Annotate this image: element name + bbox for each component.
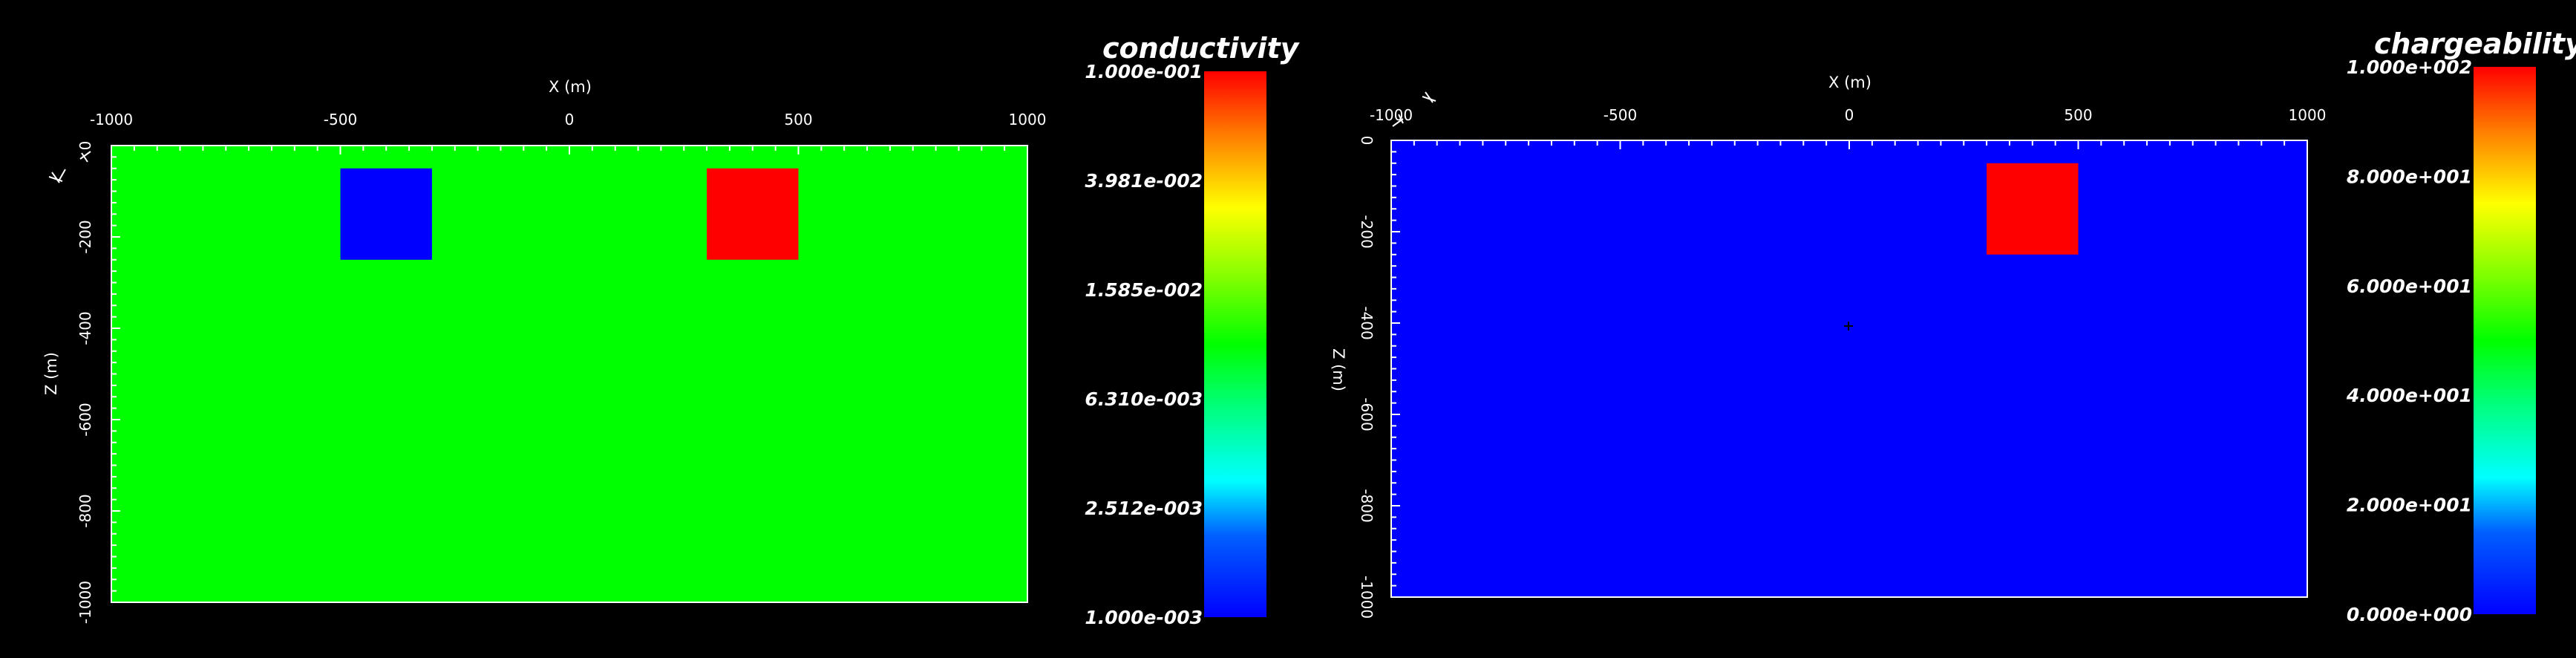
- conductivity-section-background: [111, 145, 1028, 603]
- z-tick-label: -200: [1358, 215, 1376, 248]
- z-tick-label: -400: [76, 311, 94, 345]
- conductive-block-red: [707, 168, 799, 260]
- x-tick-label: -1000: [1370, 106, 1413, 124]
- colorbar-label: 4.000e+001: [2346, 385, 2472, 406]
- x-tick-label: -500: [1604, 106, 1637, 124]
- x-tick-label: 1000: [1009, 111, 1047, 128]
- chargeability-colorbar-title: chargeability: [2374, 27, 2576, 60]
- z-tick-label: -600: [76, 403, 94, 436]
- colorbar-label: 1.000e-003: [1085, 607, 1203, 628]
- x-tick-label: 500: [784, 111, 812, 128]
- colorbar-label: 3.981e-002: [1085, 170, 1203, 192]
- chargeability-z-axis-title: Z (m): [1330, 348, 1347, 391]
- colorbar-label: 0.000e+000: [2347, 604, 2472, 625]
- colorbar-label: 8.000e+001: [2347, 166, 2472, 187]
- chargeability-x-axis-title: X (m): [1828, 74, 1871, 91]
- colorbar-label: 1.585e-002: [1085, 279, 1203, 301]
- z-tick-label: -1000: [1358, 576, 1376, 619]
- chargeability-section-background: [1390, 140, 2308, 598]
- z-tick-label: -1000: [76, 581, 94, 624]
- colorbar-label: 1.000e+002: [2347, 56, 2472, 78]
- colorbar-label: 6.310e-003: [1085, 388, 1203, 410]
- z-tick-label: 0: [1358, 136, 1376, 146]
- chargeability-panel: X (m) -1000 -500 0 500 1000 0 -200 -400 -600 -80…: [1330, 27, 2576, 625]
- chargeability-colorbar: [2474, 67, 2536, 614]
- conductivity-x-axis-title: X (m): [549, 78, 592, 96]
- z-tick-label: -600: [1358, 397, 1376, 431]
- colorbar-label: 6.000e+001: [2347, 276, 2472, 297]
- conductivity-panel: X (m) -1000 -500 0 500 1000 0 -200 -400 -600 -80…: [42, 32, 1301, 628]
- chargeable-block-red: [1987, 163, 2079, 255]
- x-tick-label: 1000: [2289, 106, 2327, 124]
- colorbar-label: 2.512e-003: [1085, 498, 1203, 519]
- conductive-block-blue: [340, 168, 432, 260]
- orientation-axes-icon: [1392, 91, 1436, 127]
- colorbar-label: 2.000e+001: [2347, 495, 2472, 516]
- z-tick-label: -800: [1358, 489, 1376, 522]
- colorbar-label: 1.000e-001: [1085, 61, 1203, 82]
- x-tick-label: 500: [2064, 106, 2092, 124]
- z-tick-label: -400: [1358, 306, 1376, 339]
- conductivity-z-axis-title: Z (m): [42, 352, 60, 395]
- orientation-axes-icon: [48, 151, 91, 183]
- x-tick-label: -500: [324, 111, 357, 128]
- x-tick-label: 0: [565, 111, 575, 128]
- x-tick-label: 0: [1845, 106, 1854, 124]
- conductivity-colorbar-title: conductivity: [1102, 32, 1301, 65]
- x-tick-label: -1000: [90, 111, 133, 128]
- z-tick-label: 0: [76, 141, 94, 151]
- z-tick-label: -200: [76, 220, 94, 253]
- crosshair-icon: [1844, 322, 1853, 330]
- conductivity-colorbar: [1204, 71, 1266, 617]
- z-tick-label: -800: [76, 494, 94, 527]
